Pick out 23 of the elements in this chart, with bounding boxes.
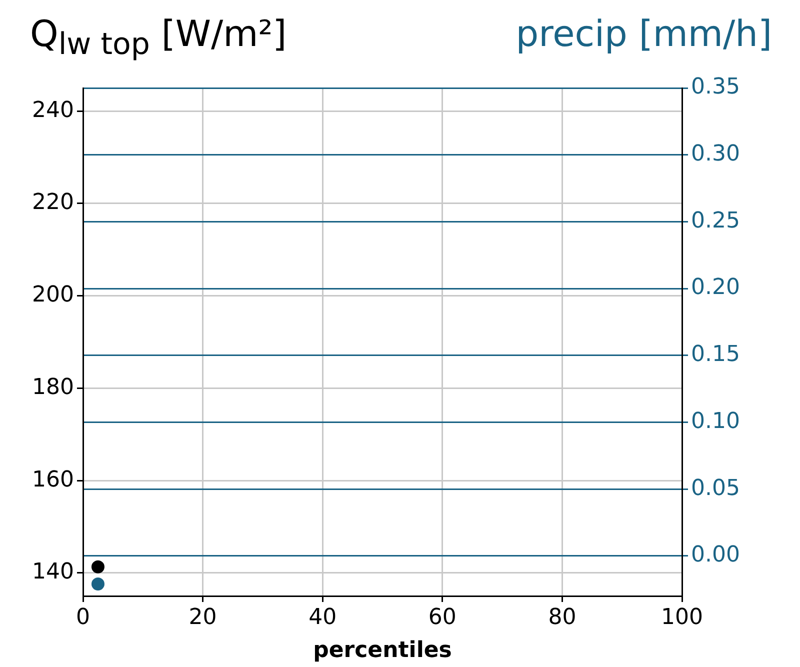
y-tick-label: 240 (32, 98, 74, 123)
y2-tick-label: 0.05 (691, 476, 740, 501)
y-tick-label: 180 (32, 374, 74, 400)
y2-axis-title: precip [mm/h] (516, 14, 772, 55)
y2-tick-label: 0.10 (691, 408, 740, 434)
x-tick-label: 20 (188, 604, 217, 630)
y-axis-title: Q$_{lw top}$ [W/m²] (30, 14, 287, 62)
y2-tick-label: 0.00 (691, 542, 740, 568)
x-tick-label: 60 (428, 604, 456, 630)
x-tick-label: 80 (548, 604, 576, 630)
x-tick-label: 100 (661, 604, 703, 630)
y-tick-label: 220 (32, 190, 74, 216)
y2-tick-label: 0.20 (691, 275, 740, 300)
y-tick-label: 140 (32, 560, 74, 585)
y-tick-label: 200 (32, 282, 74, 308)
y2-tick-label: 0.30 (691, 142, 740, 167)
y2-tick-label: 0.25 (691, 208, 740, 234)
x-tick-label: 0 (76, 604, 90, 630)
y-tick-label: 160 (32, 467, 74, 492)
x-axis-title: percentiles (313, 638, 452, 663)
y2-tick-label: 0.35 (691, 74, 740, 100)
x-tick-label: 40 (308, 604, 337, 630)
y2-tick-label: 0.15 (691, 342, 740, 368)
